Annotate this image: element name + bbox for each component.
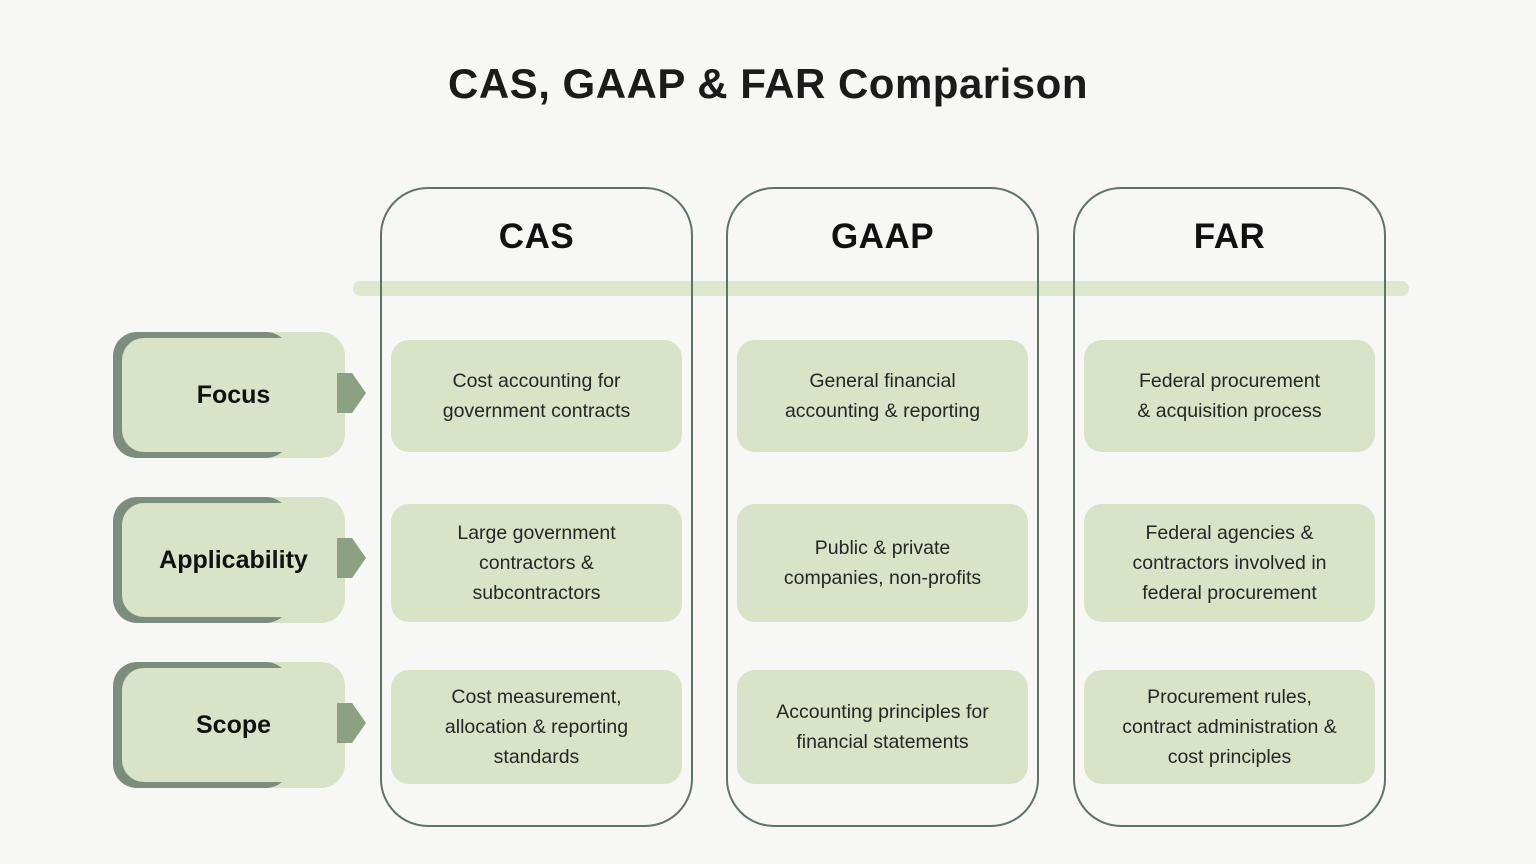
cell-cas-applicability: Large government contractors & subcontra… <box>391 504 682 622</box>
cell-far-focus: Federal procurement & acquisition proces… <box>1084 340 1375 452</box>
arrow-right-icon <box>337 373 366 413</box>
page-title: CAS, GAAP & FAR Comparison <box>448 60 1088 107</box>
column-cas: CAS Cost accounting for government contr… <box>380 187 693 827</box>
cell-gaap-applicability: Public & private companies, non-profits <box>737 504 1028 622</box>
header-divider-band <box>353 281 1409 296</box>
arrow-right-icon <box>337 703 366 743</box>
arrow-right-icon <box>337 538 366 578</box>
row-label-applicability-text: Applicability <box>122 503 345 617</box>
cell-cas-focus: Cost accounting for government contracts <box>391 340 682 452</box>
column-header-far: FAR <box>1193 217 1266 256</box>
row-label-focus: Focus <box>113 332 368 458</box>
column-far: FAR Federal procurement & acquisition pr… <box>1073 187 1386 827</box>
column-header-gaap: GAAP <box>830 217 935 256</box>
row-label-scope: Scope <box>113 662 368 788</box>
row-label-applicability: Applicability <box>113 497 368 623</box>
row-label-focus-text: Focus <box>122 338 345 452</box>
cell-far-scope: Procurement rules, contract administrati… <box>1084 670 1375 784</box>
cell-cas-scope: Cost measurement, allocation & reporting… <box>391 670 682 784</box>
column-gaap: GAAP General financial accounting & repo… <box>726 187 1039 827</box>
cell-gaap-scope: Accounting principles for financial stat… <box>737 670 1028 784</box>
row-label-scope-text: Scope <box>122 668 345 782</box>
cell-gaap-focus: General financial accounting & reporting <box>737 340 1028 452</box>
column-header-cas: CAS <box>498 217 575 256</box>
cell-far-applicability: Federal agencies & contractors involved … <box>1084 504 1375 622</box>
